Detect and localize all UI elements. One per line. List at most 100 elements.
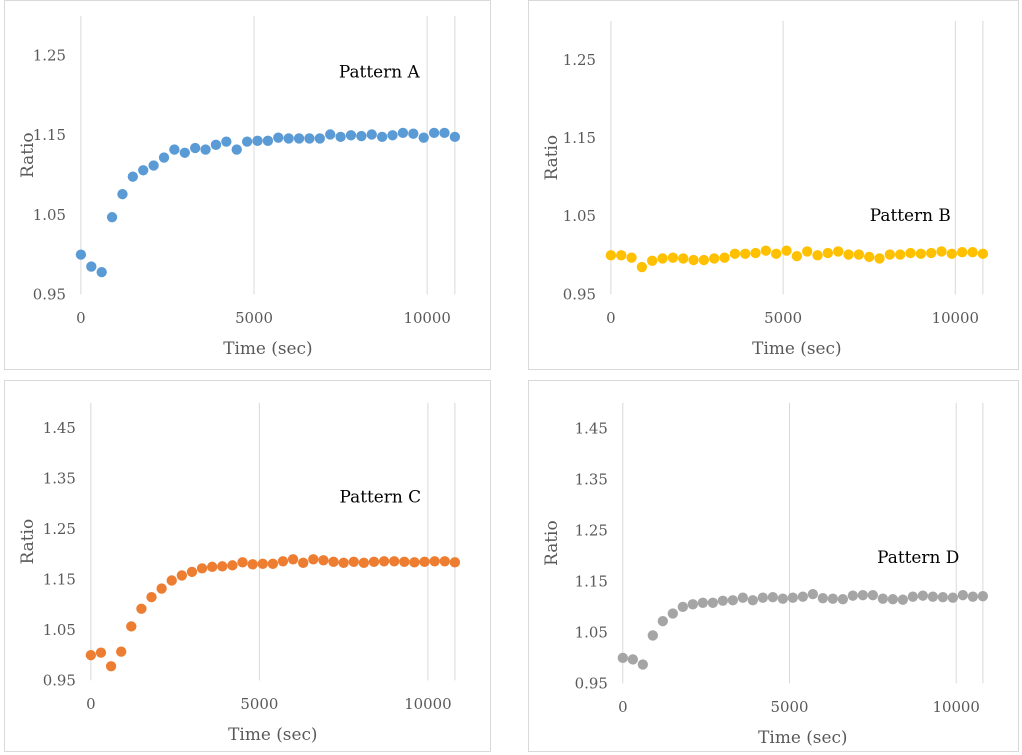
data-point-pattern-d-33	[947, 592, 959, 603]
data-point-pattern-d-24	[857, 589, 869, 601]
chart-panel-pattern-a: 0.95 1.05 1.15 1.25 0 5000 10000 Time (sec) Rati…	[4, 0, 491, 370]
data-point-pattern-b-11	[719, 252, 730, 263]
y-tick-label-pattern-c-0: 0.95	[43, 671, 76, 689]
y-tick-label-pattern-d-2: 1.15	[575, 572, 608, 590]
data-point-pattern-d-32	[937, 592, 949, 603]
data-point-pattern-d-22	[837, 594, 849, 605]
data-point-pattern-b-21	[822, 247, 834, 259]
data-point-pattern-b-2	[626, 252, 637, 263]
data-point-pattern-c-36	[449, 557, 461, 568]
data-point-pattern-d-30	[917, 590, 929, 601]
data-point-pattern-b-18	[791, 250, 803, 262]
data-point-pattern-a-13	[210, 139, 222, 150]
y-tick-label-pattern-a-1: 1.05	[33, 206, 66, 224]
data-point-pattern-a-26	[345, 130, 357, 141]
y-tick-label-pattern-a-0: 0.95	[33, 285, 66, 303]
data-point-pattern-c-35	[439, 556, 450, 567]
chart-panel-pattern-b: 0.95 1.05 1.15 1.25 0 5000 10000 Time (sec) Rati…	[528, 0, 1019, 370]
x-tick-label-pattern-a-0: 0	[76, 309, 85, 327]
data-point-pattern-a-24	[325, 129, 336, 140]
data-point-pattern-c-24	[328, 556, 339, 567]
y-tick-label-pattern-a-2: 1.15	[33, 126, 66, 144]
data-point-pattern-d-12	[737, 592, 749, 603]
data-point-pattern-c-15	[237, 557, 248, 568]
data-point-pattern-d-34	[957, 589, 969, 601]
y-tick-label-pattern-c-5: 1.45	[43, 419, 76, 437]
y-tick-label-pattern-d-3: 1.25	[575, 521, 608, 539]
y-axis-label-pattern-b: Ratio	[541, 135, 561, 181]
data-point-pattern-d-31	[927, 591, 939, 602]
data-point-pattern-d-16	[777, 593, 789, 604]
data-point-pattern-a-28	[366, 129, 377, 140]
chart-panel-pattern-d: 0.95 1.05 1.15 1.25 1.35 1.45 0 5000 10000 Time (…	[528, 380, 1019, 752]
x-tick-label-pattern-b-0: 0	[606, 309, 615, 327]
data-point-pattern-b-19	[802, 246, 813, 257]
data-point-pattern-c-16	[247, 559, 258, 570]
x-tick-label-pattern-c-0: 0	[86, 695, 95, 713]
x-tick-label-pattern-b-1: 5000	[764, 309, 802, 327]
data-point-pattern-a-20	[283, 133, 294, 144]
data-point-pattern-d-1	[627, 654, 638, 665]
y-tick-label-pattern-a-3: 1.25	[33, 47, 66, 65]
data-point-pattern-a-32	[408, 128, 419, 139]
data-point-pattern-c-18	[267, 558, 279, 570]
y-axis-label-pattern-a: Ratio	[17, 132, 37, 178]
data-point-pattern-d-21	[827, 593, 839, 604]
data-point-pattern-d-18	[797, 591, 809, 602]
data-point-pattern-d-15	[767, 592, 779, 603]
data-point-pattern-b-27	[884, 249, 896, 260]
data-point-pattern-b-31	[926, 247, 937, 259]
data-point-pattern-d-14	[757, 592, 769, 603]
data-point-pattern-c-10	[186, 566, 198, 578]
y-tick-label-pattern-b-0: 0.95	[563, 285, 596, 303]
data-point-pattern-a-11	[190, 142, 201, 154]
x-tick-label-pattern-b-2: 10000	[932, 309, 979, 327]
data-point-pattern-d-0	[617, 652, 628, 664]
data-point-pattern-c-22	[308, 554, 319, 565]
data-point-pattern-a-10	[179, 147, 190, 158]
data-point-pattern-a-2	[96, 266, 107, 278]
data-point-pattern-b-26	[874, 253, 885, 264]
y-tick-label-pattern-d-4: 1.35	[575, 470, 608, 488]
y-axis-label-pattern-c: Ratio	[17, 519, 37, 565]
data-point-pattern-b-5	[657, 253, 668, 264]
data-point-pattern-b-22	[833, 246, 844, 257]
chart-panel-pattern-c: 0.95 1.05 1.15 1.25 1.35 1.45 0 5000 10000 Time (…	[4, 380, 491, 752]
data-point-pattern-d-17	[787, 592, 799, 603]
data-point-pattern-d-11	[727, 595, 739, 606]
data-point-pattern-a-31	[397, 127, 409, 139]
annotation-pattern-a: Pattern A	[339, 62, 421, 82]
y-tick-label-pattern-c-4: 1.35	[43, 470, 76, 488]
data-point-pattern-c-3	[116, 646, 127, 657]
data-point-pattern-c-14	[227, 560, 238, 571]
data-point-pattern-c-28	[368, 556, 380, 567]
data-point-pattern-c-26	[348, 556, 359, 567]
data-point-pattern-c-12	[207, 561, 218, 573]
data-point-pattern-d-28	[897, 594, 909, 605]
data-point-pattern-b-13	[740, 248, 751, 259]
data-point-pattern-d-5	[667, 608, 678, 619]
data-point-pattern-b-23	[843, 249, 854, 260]
data-point-pattern-a-5	[127, 171, 139, 182]
data-point-pattern-c-23	[318, 555, 329, 566]
data-point-pattern-c-19	[277, 556, 289, 567]
data-point-pattern-d-29	[907, 591, 919, 602]
annotation-pattern-b: Pattern B	[870, 205, 951, 225]
data-point-pattern-a-6	[138, 165, 149, 176]
data-point-pattern-d-26	[877, 593, 889, 604]
data-point-pattern-b-1	[616, 250, 627, 261]
data-point-pattern-a-19	[273, 132, 284, 143]
data-point-pattern-c-30	[389, 556, 400, 567]
data-point-pattern-b-36	[977, 248, 989, 259]
data-point-pattern-b-32	[936, 246, 947, 257]
data-point-pattern-d-27	[887, 594, 899, 605]
data-point-pattern-a-9	[169, 144, 180, 155]
data-point-pattern-b-25	[864, 251, 875, 263]
y-tick-label-pattern-c-3: 1.25	[43, 520, 76, 538]
data-point-pattern-b-33	[946, 248, 958, 259]
data-point-pattern-c-33	[419, 556, 430, 567]
y-tick-label-pattern-b-2: 1.15	[563, 129, 596, 147]
data-point-pattern-c-4	[126, 621, 137, 632]
data-point-pattern-b-29	[905, 247, 916, 259]
data-point-pattern-c-2	[105, 661, 117, 672]
